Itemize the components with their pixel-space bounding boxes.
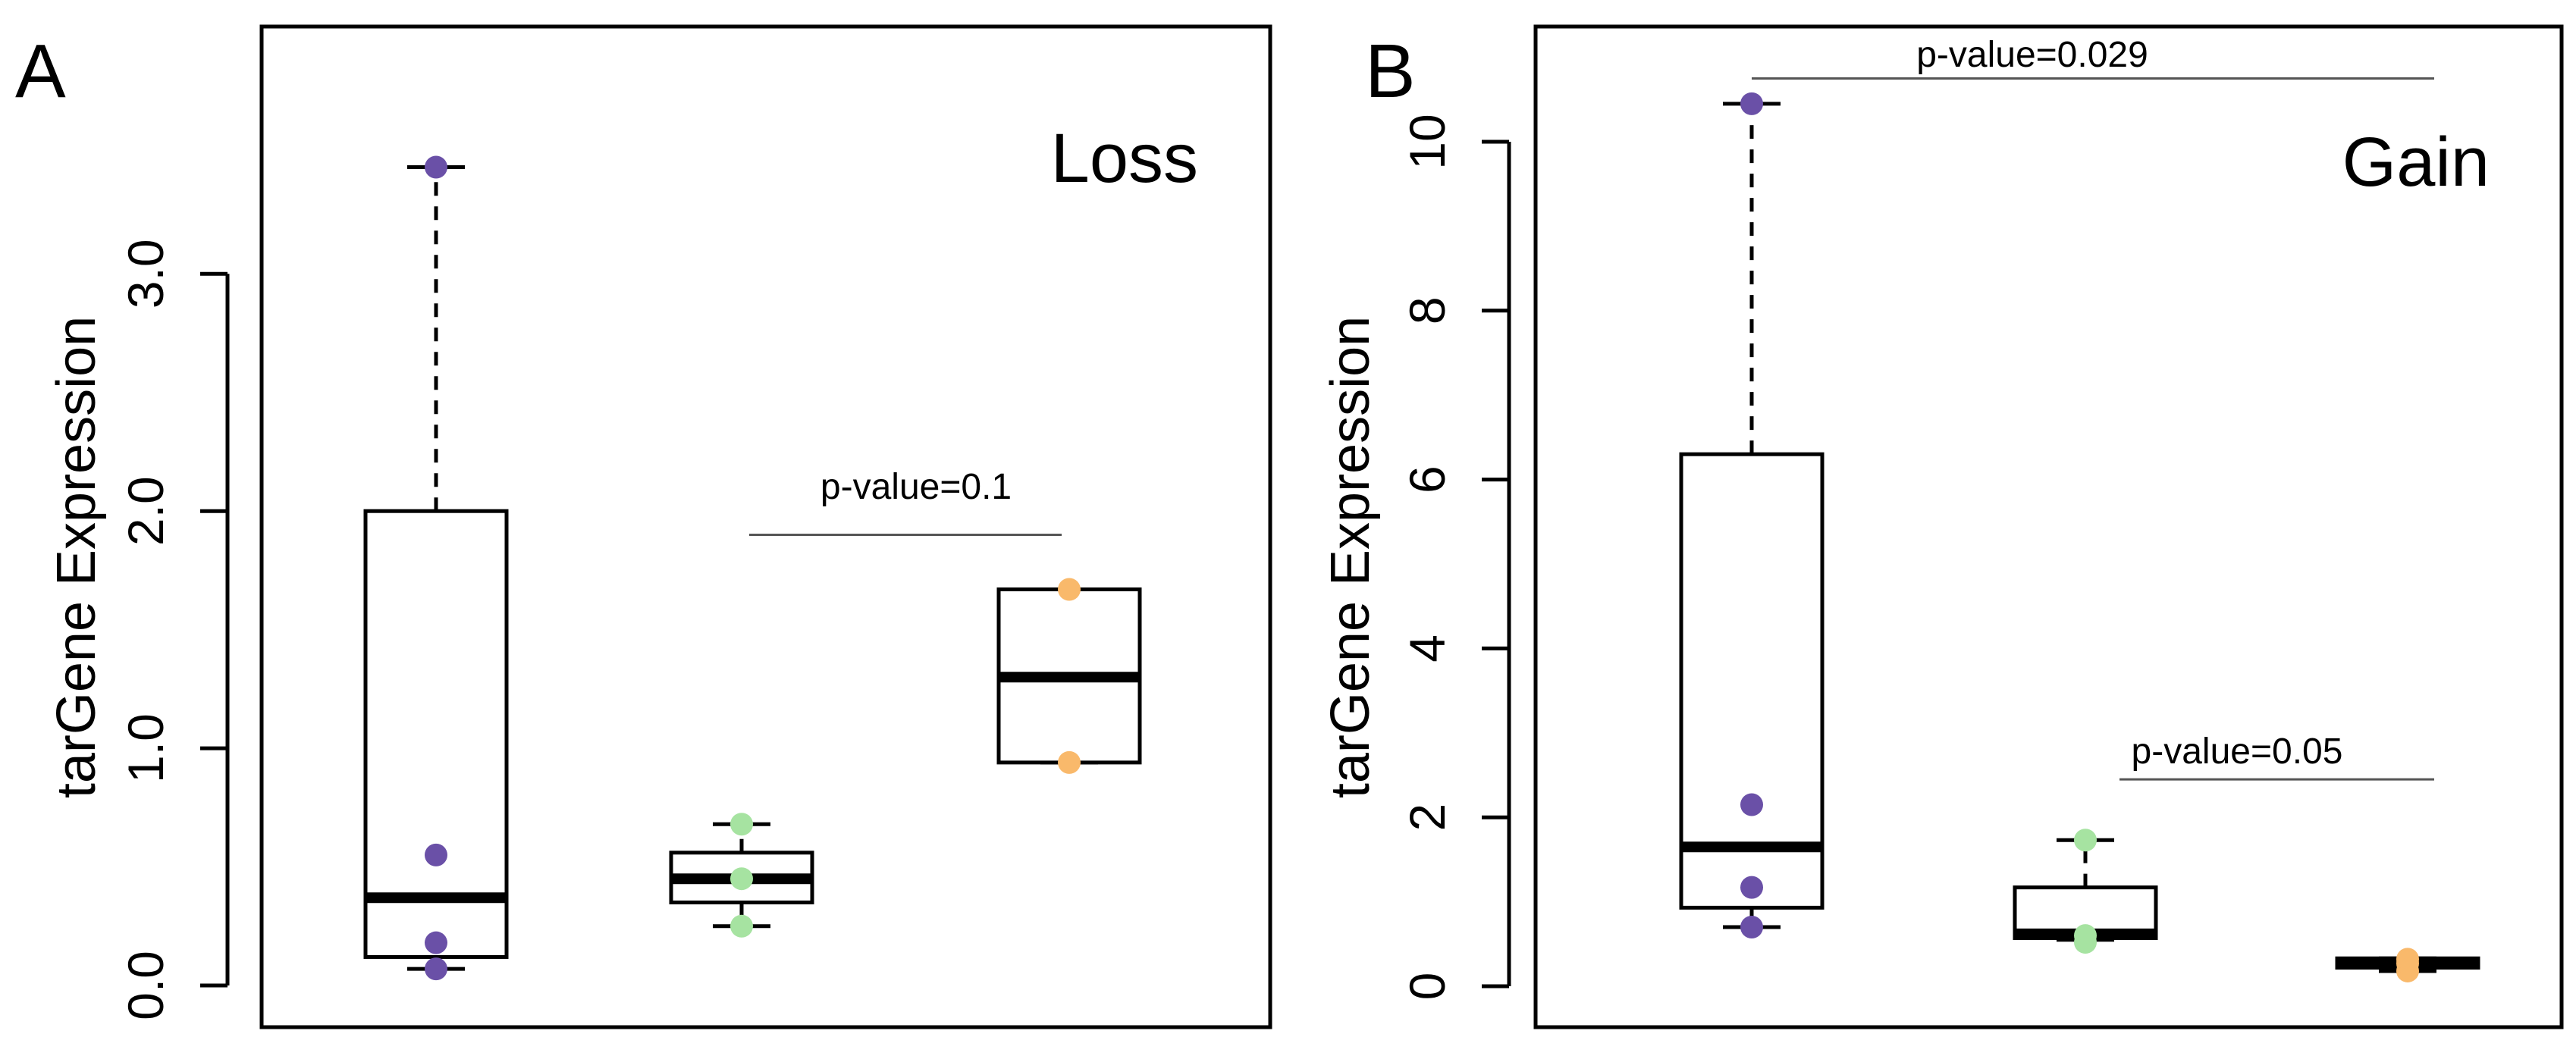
panel-b-box-group-1 [1679,92,1825,939]
panel-a-title: Loss [1051,120,1198,197]
data-point [1058,578,1081,601]
data-point [425,931,447,954]
panel-b-box-group-3 [2335,948,2480,982]
panel-b-annotations: p-value=0.029 p-value=0.05 [1752,35,2434,781]
panel-b-plot-frame [1533,24,2564,1029]
data-point [730,867,753,891]
panel-a-box-group-1 [363,155,509,981]
panel-b-pvalue-label-2: p-value=0.05 [2132,732,2343,772]
data-point [1058,750,1081,774]
panel-a-boxes [363,155,1142,981]
data-point [730,813,753,836]
panel-a-box-group-2 [669,813,814,938]
data-point [1740,916,1763,939]
panel-a: A Loss tarGene Expression 0.0 1.0 2.0 3.0 p… [15,24,1272,1029]
data-point [425,957,447,981]
data-point [425,155,447,179]
iqr-box [1679,452,1825,910]
data-point [2074,829,2097,852]
panel-a-y-axis: 0.0 1.0 2.0 3.0 [118,239,230,1020]
data-point [2396,948,2419,971]
panel-b-y-tick-label: 6 [1399,465,1455,493]
panel-a-y-tick-label: 2.0 [118,476,174,546]
data-point [425,843,447,866]
panel-a-y-tick-label: 3.0 [118,239,174,309]
data-point [1740,793,1763,816]
data-point [2074,924,2097,948]
panel-b-boxes [1679,92,2480,982]
panel-a-annotations: p-value=0.1 [749,467,1062,536]
panel-b-y-axis-label: tarGene Expression [1320,316,1381,798]
data-point [1740,876,1763,899]
panel-b-letter: B [1365,29,1416,114]
panel-a-y-tick-label: 1.0 [118,713,174,783]
panel-b-pvalue-label-1: p-value=0.029 [1916,35,2148,75]
panel-b-y-tick-label: 8 [1399,296,1455,324]
panel-a-y-tick-label: 0.0 [118,951,174,1020]
panel-b-box-group-2 [2013,829,2158,954]
panel-a-pvalue-label: p-value=0.1 [820,467,1012,507]
panel-b-y-tick-label: 10 [1399,114,1455,169]
panel-b-y-tick-label: 2 [1399,804,1455,832]
panel-a-letter: A [15,29,66,114]
panel-b: B Gain tarGene Expression 0 2 4 6 8 10 p-valu… [1320,24,2564,1029]
panel-b-y-tick-label: 4 [1399,634,1455,663]
panel-b-y-axis: 0 2 4 6 8 10 [1399,114,1511,1001]
panel-a-box-group-3 [996,578,1142,774]
data-point [730,914,753,938]
panel-a-y-axis-label: tarGene Expression [46,316,107,798]
panel-a-plot-frame [259,24,1272,1029]
panel-b-title: Gain [2342,124,2490,201]
data-point [1740,92,1763,115]
panel-b-y-tick-label: 0 [1399,973,1455,1001]
iqr-box [363,509,509,959]
